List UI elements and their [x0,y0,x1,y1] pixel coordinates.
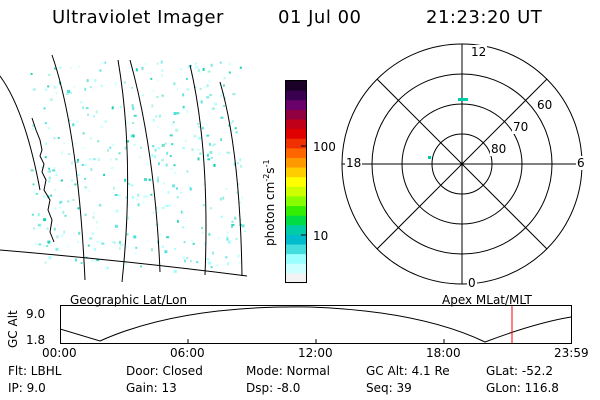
polar-label-18: 18 [345,156,363,170]
meridian-line [51,54,86,281]
colorbar-swatch [286,273,306,284]
colorbar-swatch [286,90,306,101]
time-tick-2359: 23:59 [554,346,589,360]
colorbar-swatch [286,225,306,236]
colorbar-swatch [286,186,306,197]
colorbar-tick-10: 10 [313,229,329,243]
time-tick-0600: 06:00 [170,346,205,360]
time-tick-1200: 12:00 [298,346,333,360]
colorbar-swatch [286,100,306,111]
latitude-line [0,249,248,277]
colorbar-swatch [286,157,306,169]
polar-plot [341,43,583,285]
colorbar-swatch [286,148,306,159]
dsp-value: Dsp: -8.0 [246,381,301,395]
alt-tick-1.8: 1.8 [26,333,46,347]
time: 21:23:20 UT [426,7,543,28]
alt-tick-9: 9.0 [26,307,46,321]
gain-value: Gain: 13 [126,381,177,395]
apex-label: Apex MLat/MLT [442,293,532,307]
seq-value: Seq: 39 [366,381,412,395]
colorbar-swatch [286,109,306,120]
colorbar-swatch [286,254,306,265]
time-tick-1800: 18:00 [426,346,461,360]
time-tick-0000: 00:00 [42,346,77,360]
colorbar-swatch [286,138,306,149]
colorbar-swatch [286,234,306,246]
geographic-label: Geographic Lat/Lon [70,293,188,307]
ip-value: IP: 9.0 [8,381,46,395]
colorbar-swatch [286,196,306,207]
polar-label-0: 0 [467,276,477,290]
orbit-altitude-curve [60,306,572,343]
polar-label-80: 80 [490,142,508,156]
polar-label-70: 70 [512,120,530,134]
meridian-line [129,59,161,273]
meridian-line [189,64,207,276]
polar-label-12: 12 [470,45,488,59]
gc-alt-axis-title: GC Alt [6,310,20,348]
colorbar-swatch [286,177,306,188]
glat-value: GLat: -52.2 [486,364,553,378]
mode-status: Mode: Normal [246,364,330,378]
coastline [31,117,55,243]
gc-alt-value: GC Alt: 4.1 Re [366,364,450,378]
colorbar-swatch [286,206,306,217]
meridian-line [117,59,129,283]
colorbar-swatch [286,263,306,274]
colorbar-swatch [286,81,306,92]
colorbar-swatch [286,167,306,178]
colorbar-axis-label: photon cm-2s-1 [262,159,277,246]
colorbar-swatch [286,119,306,130]
meridian-line [0,75,41,191]
title: Ultraviolet Imager [52,7,224,28]
color-scale [285,80,307,284]
meridian-line [219,81,243,277]
polar-label-60: 60 [536,98,554,112]
altitude-timeline [60,305,572,344]
colorbar-swatch [286,129,306,140]
colorbar-tick-100: 100 [313,140,336,154]
colorbar-swatch [286,215,306,226]
colorbar-swatch [286,244,306,255]
image-boundary [0,51,249,280]
glon-value: GLon: 116.8 [486,381,559,395]
aurora-speckles [30,60,246,273]
filter-value: Flt: LBHL [8,364,62,378]
polar-label-6: 6 [576,156,586,170]
date: 01 Jul 00 [278,7,362,28]
door-status: Door: Closed [126,364,203,378]
